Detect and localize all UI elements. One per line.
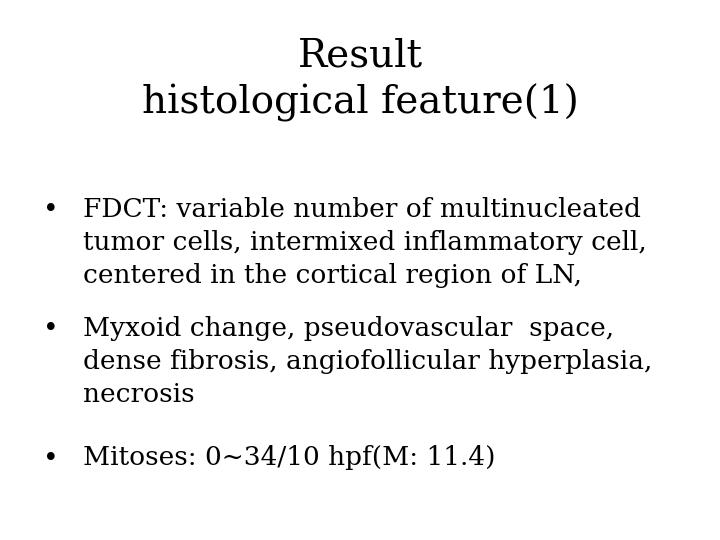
- Text: •: •: [42, 316, 58, 341]
- Text: •: •: [42, 197, 58, 222]
- Text: •: •: [42, 446, 58, 470]
- Text: FDCT: variable number of multinucleated
tumor cells, intermixed inflammatory cel: FDCT: variable number of multinucleated …: [83, 197, 647, 288]
- Text: Result
histological feature(1): Result histological feature(1): [142, 38, 578, 122]
- Text: Mitoses: 0~34/10 hpf(M: 11.4): Mitoses: 0~34/10 hpf(M: 11.4): [83, 446, 495, 470]
- Text: Myxoid change, pseudovascular  space,
dense fibrosis, angiofollicular hyperplasi: Myxoid change, pseudovascular space, den…: [83, 316, 652, 407]
